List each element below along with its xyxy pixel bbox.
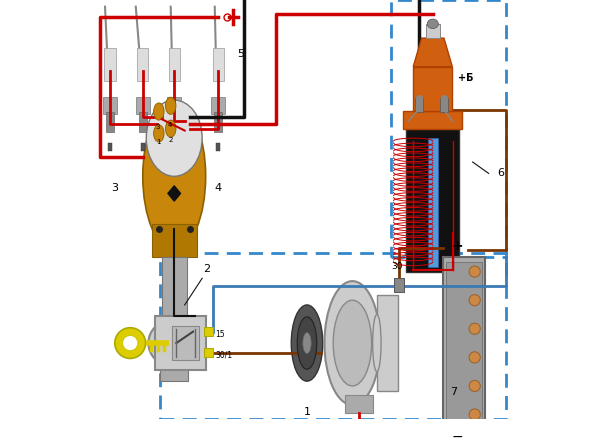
Circle shape	[122, 335, 138, 351]
Text: 3: 3	[155, 124, 160, 130]
Text: +: +	[452, 238, 463, 253]
Ellipse shape	[333, 300, 371, 386]
Bar	[106, 113, 114, 132]
Text: 2: 2	[203, 264, 211, 274]
Bar	[160, 348, 188, 381]
Circle shape	[469, 352, 480, 363]
Bar	[160, 253, 506, 419]
Bar	[346, 396, 373, 413]
Ellipse shape	[146, 100, 202, 176]
Bar	[172, 143, 176, 150]
Text: 3: 3	[112, 183, 118, 193]
Bar	[161, 257, 187, 319]
Bar	[103, 97, 117, 114]
Bar	[440, 98, 448, 113]
Bar	[394, 278, 404, 292]
Bar	[413, 67, 452, 111]
Bar	[428, 138, 437, 267]
Bar	[204, 348, 214, 357]
Ellipse shape	[373, 315, 381, 372]
Text: 6: 6	[497, 168, 504, 178]
Circle shape	[115, 328, 146, 359]
Text: +Б: +Б	[458, 73, 473, 83]
Bar	[214, 113, 223, 132]
Ellipse shape	[154, 125, 164, 142]
Bar	[391, 0, 506, 257]
Bar	[139, 113, 147, 132]
Circle shape	[469, 295, 480, 306]
Bar	[403, 111, 462, 128]
Bar	[443, 257, 485, 433]
Ellipse shape	[297, 317, 317, 369]
Bar	[172, 326, 199, 360]
Text: 4: 4	[168, 122, 172, 128]
Circle shape	[469, 266, 480, 277]
Bar	[406, 128, 460, 271]
Bar	[140, 143, 145, 150]
Bar	[169, 48, 180, 81]
Ellipse shape	[166, 97, 176, 114]
Text: −: −	[452, 430, 463, 440]
Bar	[137, 48, 148, 81]
Circle shape	[469, 409, 480, 420]
Text: 30/1: 30/1	[215, 351, 233, 360]
Bar	[170, 113, 178, 132]
Text: 30: 30	[392, 262, 403, 271]
Bar	[211, 97, 225, 114]
Polygon shape	[413, 38, 452, 67]
Bar	[377, 295, 398, 391]
Circle shape	[469, 323, 480, 334]
Bar	[446, 262, 482, 429]
Ellipse shape	[303, 333, 311, 353]
Bar	[104, 48, 116, 81]
Bar	[204, 327, 214, 337]
Text: 1: 1	[304, 407, 310, 417]
Polygon shape	[168, 186, 181, 201]
Bar	[426, 24, 440, 38]
Ellipse shape	[291, 305, 323, 381]
Text: 5: 5	[237, 49, 244, 59]
Text: 4: 4	[215, 183, 222, 193]
Bar	[212, 48, 224, 81]
Text: 2: 2	[169, 137, 173, 143]
Bar	[136, 97, 150, 114]
Circle shape	[469, 380, 480, 392]
Text: 15: 15	[215, 330, 225, 339]
Ellipse shape	[427, 19, 439, 29]
Ellipse shape	[143, 103, 206, 250]
Bar	[415, 98, 423, 113]
Bar	[108, 143, 112, 150]
Bar	[216, 143, 220, 150]
Ellipse shape	[166, 120, 176, 137]
Ellipse shape	[154, 103, 164, 120]
Text: 1: 1	[157, 139, 161, 145]
Text: 7: 7	[450, 388, 457, 397]
Circle shape	[148, 321, 193, 365]
Bar	[157, 319, 191, 348]
Ellipse shape	[325, 281, 380, 405]
Bar	[155, 316, 206, 370]
Bar	[152, 224, 197, 257]
Bar	[167, 97, 181, 114]
